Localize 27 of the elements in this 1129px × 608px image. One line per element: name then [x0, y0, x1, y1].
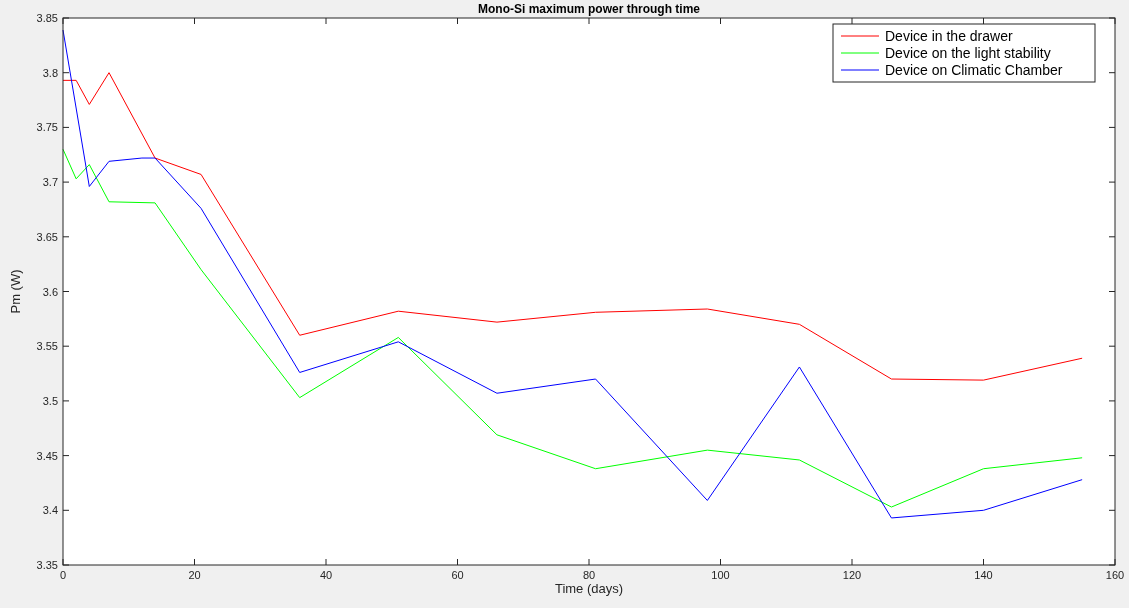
x-tick-label: 100 — [711, 569, 730, 581]
y-tick-label: 3.45 — [36, 449, 58, 462]
y-tick-label: 3.8 — [42, 66, 58, 79]
x-tick-label: 60 — [451, 569, 464, 581]
y-tick-label: 3.7 — [42, 176, 58, 189]
legend-label: Device on Climatic Chamber — [885, 62, 1063, 78]
y-tick-label: 3.85 — [36, 12, 58, 24]
legend-label: Device on the light stability — [885, 45, 1051, 61]
y-tick-label: 3.75 — [36, 121, 58, 134]
y-tick-label: 3.6 — [42, 285, 58, 298]
chart-title: Mono-Si maximum power through time — [477, 2, 701, 16]
x-axis-title: Time (days) — [554, 581, 624, 596]
y-axis-title: Pm (W) — [8, 269, 23, 314]
y-tick-label: 3.65 — [36, 230, 58, 243]
x-tick-label: 20 — [188, 569, 201, 581]
y-tick-label: 3.5 — [42, 394, 58, 407]
x-tick-label: 80 — [582, 569, 596, 581]
line-series — [62, 148, 1083, 508]
y-tick-label: 3.55 — [36, 340, 58, 353]
x-tick-label: 120 — [842, 569, 862, 581]
x-tick-label: 160 — [1105, 569, 1125, 581]
y-tick-label: 3.4 — [42, 504, 58, 517]
x-tick-label: 0 — [59, 569, 67, 581]
x-tick-label: 40 — [319, 569, 333, 581]
y-tick-label: 3.35 — [36, 559, 58, 571]
x-tick-label: 140 — [974, 569, 993, 581]
legend-label: Device in the drawer — [885, 28, 1013, 44]
